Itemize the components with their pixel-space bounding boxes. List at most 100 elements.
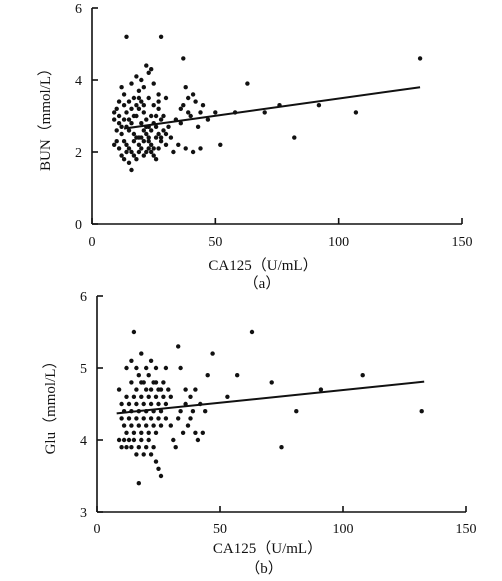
data-point [141,139,146,144]
data-point [168,394,173,399]
y-tick-label: 4 [80,434,87,449]
data-point [203,409,208,414]
x-tick-label: 100 [328,235,349,250]
data-point [156,92,161,97]
data-point [126,128,132,133]
data-point [269,380,274,385]
data-point [161,113,166,119]
y-tick-label: 6 [75,2,82,17]
data-point [185,423,191,428]
data-point [124,149,129,155]
data-point [129,167,134,173]
data-point [153,124,159,129]
data-point [121,92,127,97]
data-point [417,56,423,61]
data-point [116,99,122,104]
data-point [318,387,324,392]
data-point [129,149,134,155]
data-point [158,423,164,428]
data-point [139,394,144,399]
data-point [188,394,193,399]
data-point [173,445,178,450]
scatter-plot-a: 0 2 4 6 0 50 100 150 CA125（U/mL） BUN（mmol/L） （a） [37,2,473,292]
data-point [183,85,188,90]
data-point [181,103,186,108]
data-point [193,99,198,104]
data-point [131,95,137,101]
data-point [183,401,188,407]
data-point [149,142,154,147]
data-point [139,77,144,83]
data-point [136,88,142,94]
data-point [200,430,205,435]
data-point [213,110,218,115]
data-point [124,34,129,39]
data-point [156,401,161,407]
data-point [419,409,424,414]
data-point [195,437,201,443]
data-point [205,373,210,378]
data-point [131,139,137,144]
data-point [136,481,141,486]
data-point [121,117,127,122]
data-point [134,401,139,407]
data-point [158,387,164,392]
data-point [141,401,146,407]
data-point [136,142,142,147]
data-point [141,110,146,115]
data-point [134,452,139,457]
data-point [190,149,196,155]
data-point [153,365,159,371]
data-point [121,157,127,162]
data-point [112,117,117,122]
y-tick-label: 2 [75,146,82,161]
data-point [171,437,176,443]
data-point [146,70,151,76]
data-point [153,459,159,464]
data-point [121,423,127,428]
data-point [146,430,151,435]
data-point [168,135,174,140]
data-point [158,135,164,140]
data-point [156,416,161,421]
data-point [166,387,171,392]
data-point [158,34,164,39]
data-point [141,103,146,108]
y-axis-label: BUN（mmol/L） [37,61,54,171]
data-point [161,380,166,385]
y-tick-label: 0 [75,218,82,233]
data-point [153,430,159,435]
data-point [129,106,134,112]
data-point [136,423,141,428]
data-point [131,329,137,335]
data-point [119,445,124,450]
data-point [186,110,191,115]
data-point [158,409,164,414]
data-point [156,99,161,104]
data-point [119,401,124,407]
data-point [153,394,159,399]
data-point [121,437,127,443]
data-point [149,128,154,133]
data-point [146,146,151,151]
data-point [153,113,159,119]
trend-line [116,380,425,415]
data-point [126,437,132,443]
data-point [186,95,191,101]
data-point [131,430,137,435]
data-point [178,106,183,112]
data-point [149,113,154,119]
data-point [195,124,201,129]
data-point [119,131,124,137]
data-point [151,103,156,108]
x-tick-label: 100 [333,522,354,537]
data-point [129,445,134,450]
data-point [121,139,127,144]
data-point [294,409,299,414]
data-point [129,380,134,385]
data-point [146,95,151,101]
data-point [163,416,169,421]
data-point [156,146,161,151]
data-point [139,380,144,385]
data-point [151,445,156,450]
